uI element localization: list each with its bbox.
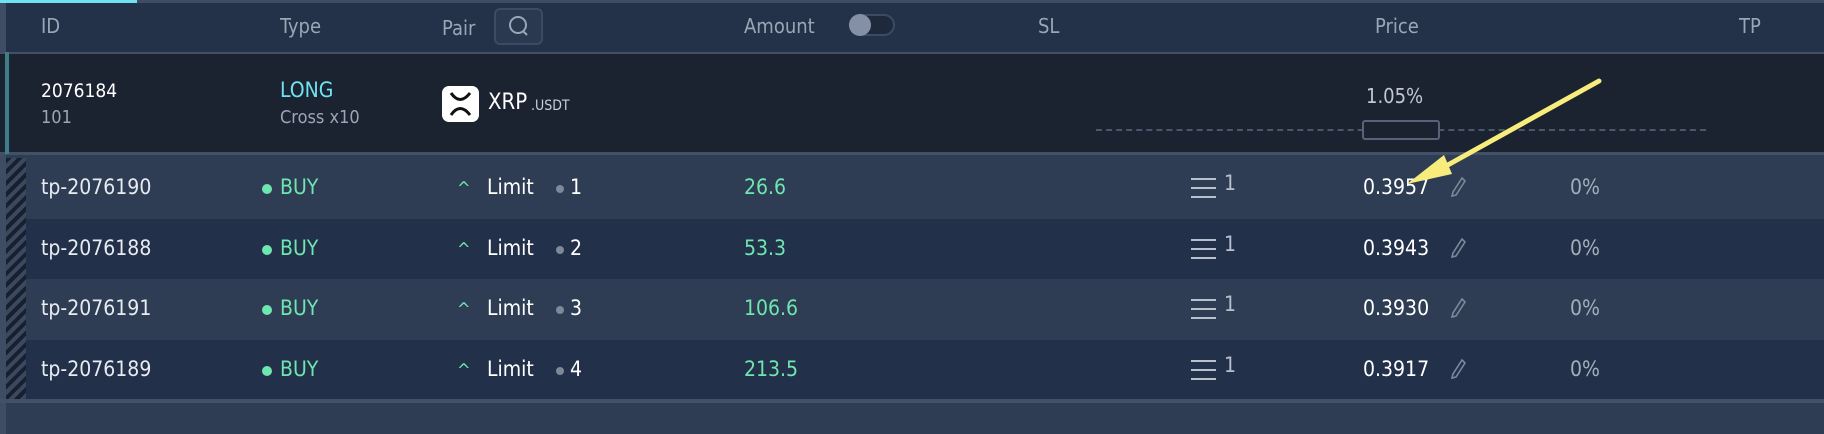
- order-side: BUY: [280, 356, 319, 381]
- order-side: BUY: [280, 296, 319, 320]
- order-type: Limit: [487, 175, 534, 199]
- position-side: LONG: [280, 78, 334, 102]
- header-amount: Amount: [744, 14, 815, 38]
- order-id: tp-2076190: [41, 175, 152, 199]
- chevron-up-icon: ^: [457, 299, 471, 320]
- order-row[interactable]: tp-2076191 BUY ^ Limit 3 106.6 1 0.3930 …: [26, 279, 1824, 340]
- search-icon: [509, 16, 528, 36]
- pair-quote: .USDT: [531, 98, 570, 114]
- edit-pencil-icon[interactable]: [1450, 297, 1467, 323]
- position-margin: Cross x10: [280, 107, 360, 128]
- order-type: Limit: [487, 296, 534, 320]
- edit-pencil-icon[interactable]: [1450, 176, 1467, 202]
- position-row[interactable]: [0, 52, 1824, 155]
- chevron-up-icon: ^: [457, 178, 471, 199]
- order-type: Limit: [487, 235, 534, 260]
- sl-count: 1: [1224, 292, 1237, 316]
- edit-pencil-icon[interactable]: [1450, 237, 1467, 263]
- header-id: ID: [41, 14, 61, 38]
- order-side: BUY: [280, 175, 319, 199]
- separator-dot: [556, 185, 564, 193]
- pair-search-button[interactable]: [494, 8, 543, 45]
- separator-dot: [556, 306, 564, 314]
- active-tab-indicator: [0, 0, 137, 3]
- chevron-up-icon: ^: [457, 359, 471, 381]
- buy-dot-icon: [262, 244, 272, 255]
- left-edge: [0, 155, 6, 434]
- header-type: Type: [280, 14, 322, 38]
- separator-dot: [556, 245, 564, 254]
- sl-count: 1: [1224, 352, 1237, 377]
- sl-count: 1: [1224, 231, 1237, 256]
- order-index: 4: [570, 356, 583, 381]
- order-price: 0.3943: [1363, 235, 1430, 260]
- order-row[interactable]: tp-2076190 BUY ^ Limit 1 26.6 1 0.3957 0…: [26, 158, 1824, 219]
- position-sub-id: 101: [41, 107, 72, 128]
- header-tp: TP: [1739, 14, 1761, 38]
- separator-dot: [556, 366, 564, 375]
- order-row[interactable]: tp-2076188 BUY ^ Limit 2 53.3 1 0.3943 0…: [26, 218, 1824, 279]
- buy-dot-icon: [262, 305, 272, 315]
- order-price: 0.3930: [1363, 296, 1430, 320]
- order-side: BUY: [280, 235, 319, 260]
- order-price: 0.3917: [1363, 356, 1430, 381]
- order-type: Limit: [487, 356, 534, 381]
- pair-base: XRP: [488, 90, 528, 115]
- header-price: Price: [1375, 14, 1419, 38]
- order-id: tp-2076188: [41, 235, 152, 260]
- order-amount: 26.6: [744, 175, 787, 199]
- order-tp: 0%: [1570, 175, 1600, 199]
- table-bottom-border: [0, 399, 1824, 403]
- buy-dot-icon: [262, 365, 272, 376]
- order-id: tp-2076191: [41, 296, 152, 320]
- buy-dot-icon: [262, 184, 272, 194]
- edit-pencil-icon[interactable]: [1450, 358, 1467, 384]
- order-index: 3: [570, 296, 583, 320]
- table-header: [0, 0, 1824, 52]
- price-offset: 1.05%: [1366, 84, 1424, 108]
- list-icon[interactable]: [1191, 237, 1217, 265]
- amount-toggle[interactable]: [849, 14, 895, 36]
- order-amount: 213.5: [744, 356, 799, 381]
- header-sl: SL: [1038, 14, 1060, 38]
- order-index: 2: [570, 235, 583, 260]
- order-row[interactable]: tp-2076189 BUY ^ Limit 4 213.5 1 0.3917 …: [26, 339, 1824, 400]
- order-tp: 0%: [1570, 296, 1600, 320]
- price-slider-handle[interactable]: [1362, 120, 1440, 140]
- order-tp: 0%: [1570, 356, 1600, 381]
- order-group-strip: [6, 158, 26, 400]
- toggle-knob: [849, 14, 871, 36]
- position-indicator: [5, 52, 9, 154]
- order-id: tp-2076189: [41, 356, 152, 381]
- order-tp: 0%: [1570, 235, 1600, 260]
- list-icon[interactable]: [1191, 176, 1217, 204]
- list-icon[interactable]: [1191, 358, 1217, 386]
- order-amount: 106.6: [744, 296, 799, 320]
- header-pair: Pair: [442, 16, 476, 40]
- xrp-logo-icon: [442, 86, 479, 122]
- order-amount: 53.3: [744, 235, 787, 260]
- position-id: 2076184: [41, 80, 118, 102]
- chevron-up-icon: ^: [457, 238, 471, 260]
- sl-count: 1: [1224, 171, 1237, 195]
- order-index: 1: [570, 175, 583, 199]
- list-icon[interactable]: [1191, 297, 1217, 325]
